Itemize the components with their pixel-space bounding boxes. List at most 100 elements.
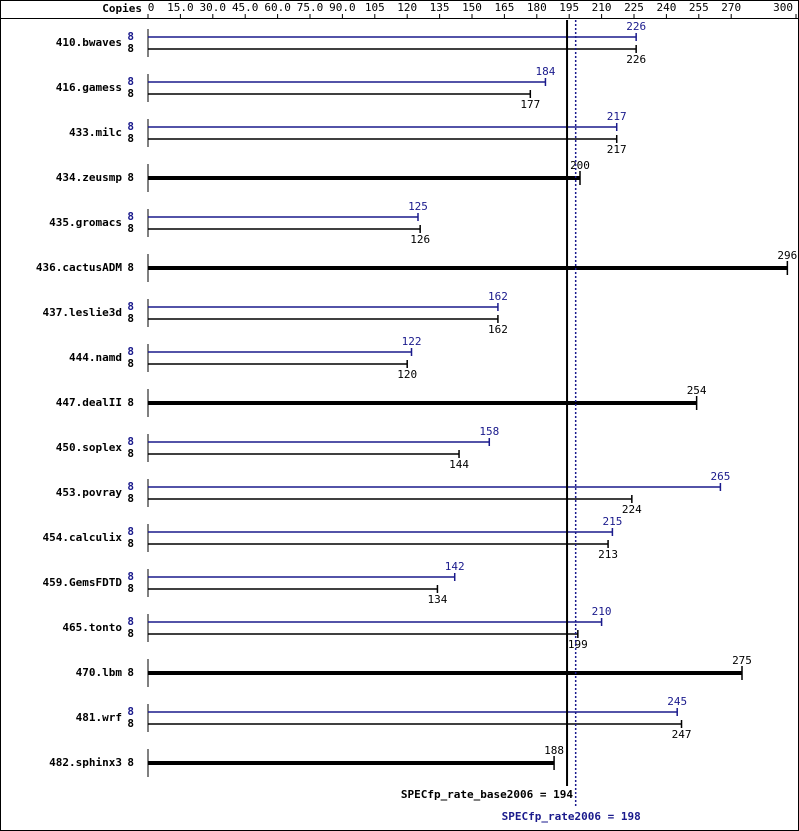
value-label: 217 [607, 143, 627, 156]
x-tick-label: 30.0 [200, 1, 227, 14]
value-label: 177 [520, 98, 540, 111]
copies-label: 8 [127, 627, 134, 640]
category-label: 437.leslie3d [43, 306, 122, 319]
x-tick-label: 195 [559, 1, 579, 14]
reference-name: SPECfp_rate2006 = [502, 810, 615, 823]
x-tick-label: 75.0 [297, 1, 324, 14]
x-tick-label: 180 [527, 1, 547, 14]
copies-label: 8 [127, 261, 134, 274]
x-tick-label: 60.0 [264, 1, 291, 14]
value-label: 184 [536, 65, 556, 78]
copies-label: 8 [127, 570, 134, 583]
x-tick-label: 150 [462, 1, 482, 14]
category-label: 416.gamess [56, 81, 122, 94]
value-label: 120 [397, 368, 417, 381]
copies-label: 8 [127, 120, 134, 133]
x-tick-label: 270 [721, 1, 741, 14]
x-tick-label: 105 [365, 1, 385, 14]
category-label: 470.lbm [76, 666, 123, 679]
x-tick-label: 120 [397, 1, 417, 14]
reference-value: 198 [621, 810, 641, 823]
copies-label: 8 [127, 222, 134, 235]
category-label: 435.gromacs [49, 216, 122, 229]
copies-label: 8 [127, 42, 134, 55]
value-label: 144 [449, 458, 469, 471]
copies-label: 8 [127, 75, 134, 88]
copies-label: 8 [127, 666, 134, 679]
category-label: 436.cactusADM [36, 261, 122, 274]
copies-label: 8 [127, 537, 134, 550]
copies-label: 8 [127, 480, 134, 493]
value-label: 122 [402, 335, 422, 348]
value-label: 217 [607, 110, 627, 123]
copies-label: 8 [127, 447, 134, 460]
copies-label: 8 [127, 615, 134, 628]
copies-label: 8 [127, 705, 134, 718]
reference-label: SPECfp_rate_base2006 = 194 [401, 788, 574, 801]
x-tick-label: 210 [592, 1, 612, 14]
category-label: 447.dealII [56, 396, 122, 409]
value-label: 162 [488, 290, 508, 303]
copies-header: Copies [102, 2, 142, 15]
copies-label: 8 [127, 312, 134, 325]
category-label: 453.povray [56, 486, 123, 499]
value-label: 215 [602, 515, 622, 528]
value-label: 245 [667, 695, 687, 708]
copies-label: 8 [127, 30, 134, 43]
value-label: 125 [408, 200, 428, 213]
value-label: 142 [445, 560, 465, 573]
value-label: 254 [687, 384, 707, 397]
copies-label: 8 [127, 357, 134, 370]
value-label: 126 [410, 233, 430, 246]
copies-label: 8 [127, 396, 134, 409]
copies-label: 8 [127, 492, 134, 505]
reference-label: SPECfp_rate2006 = 198 [502, 810, 641, 823]
copies-label: 8 [127, 525, 134, 538]
x-tick-label: 255 [689, 1, 709, 14]
category-label: 454.calculix [43, 531, 123, 544]
category-label: 450.soplex [56, 441, 123, 454]
x-tick-label: 300 [773, 1, 793, 14]
x-tick-label: 240 [656, 1, 676, 14]
x-tick-label: 45.0 [232, 1, 259, 14]
category-label: 482.sphinx3 [49, 756, 122, 769]
value-label: 210 [592, 605, 612, 618]
copies-label: 8 [127, 717, 134, 730]
value-label: 213 [598, 548, 618, 561]
value-label: 134 [428, 593, 448, 606]
copies-label: 8 [127, 171, 134, 184]
category-label: 410.bwaves [56, 36, 122, 49]
value-label: 199 [568, 638, 588, 651]
x-tick-label: 165 [494, 1, 514, 14]
copies-label: 8 [127, 300, 134, 313]
value-label: 158 [479, 425, 499, 438]
category-label: 465.tonto [62, 621, 122, 634]
value-label: 224 [622, 503, 642, 516]
value-label: 162 [488, 323, 508, 336]
x-tick-label: 15.0 [167, 1, 194, 14]
category-label: 481.wrf [76, 711, 122, 724]
copies-label: 8 [127, 582, 134, 595]
value-label: 188 [544, 744, 564, 757]
value-label: 226 [626, 20, 646, 33]
x-tick-label: 0 [148, 1, 155, 14]
reference-value: 194 [553, 788, 573, 801]
copies-label: 8 [127, 210, 134, 223]
value-label: 275 [732, 654, 752, 667]
x-tick-label: 135 [430, 1, 450, 14]
value-label: 247 [672, 728, 692, 741]
copies-label: 8 [127, 345, 134, 358]
category-label: 444.namd [69, 351, 122, 364]
copies-label: 8 [127, 87, 134, 100]
category-label: 433.milc [69, 126, 122, 139]
category-label: 434.zeusmp [56, 171, 123, 184]
value-label: 226 [626, 53, 646, 66]
value-label: 200 [570, 159, 590, 172]
reference-name: SPECfp_rate_base2006 = [401, 788, 547, 801]
value-label: 265 [710, 470, 730, 483]
category-label: 459.GemsFDTD [43, 576, 123, 589]
copies-label: 8 [127, 132, 134, 145]
value-label: 296 [777, 249, 797, 262]
x-tick-label: 225 [624, 1, 644, 14]
